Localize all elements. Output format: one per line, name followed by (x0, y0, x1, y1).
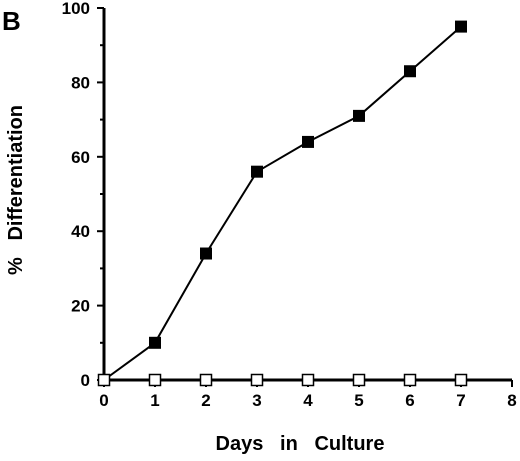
y-tick-label: 100 (62, 0, 90, 18)
open-square-point (148, 373, 162, 387)
series (97, 20, 468, 387)
x-tick-label: 7 (456, 391, 465, 410)
filled-square-point (200, 247, 212, 260)
x-tick-label: 2 (201, 391, 210, 410)
x-tick-label: 3 (252, 391, 261, 410)
open-square-point (250, 373, 264, 387)
open-square-point (199, 373, 213, 387)
y-tick-label: 0 (81, 371, 90, 390)
x-tick-label: 8 (507, 391, 516, 410)
tick-labels: 0 20 40 60 80 100 0 1 2 3 4 5 6 7 8 (62, 0, 517, 410)
ticks (97, 7, 513, 387)
x-tick-label: 4 (303, 391, 313, 410)
x-tick-label: 0 (99, 391, 108, 410)
series-line (103, 25, 462, 381)
filled-square-point (302, 135, 314, 148)
x-tick-label: 1 (150, 391, 159, 410)
x-axis-label: Days in Culture (216, 433, 385, 455)
open-square-point (301, 373, 315, 387)
filled-square-point (455, 20, 467, 33)
series-1 (97, 373, 468, 387)
panel-label: B (2, 6, 21, 36)
y-tick-label: 80 (71, 73, 90, 92)
open-square-point (403, 373, 417, 387)
series-0 (98, 20, 467, 386)
x-tick-label: 6 (405, 391, 414, 410)
filled-square-point (149, 336, 161, 349)
open-square-point (454, 373, 468, 387)
filled-square-point (251, 165, 263, 178)
filled-square-point (353, 109, 365, 122)
open-square-point (352, 373, 366, 387)
y-tick-label: 60 (71, 148, 90, 167)
open-square-point (97, 373, 111, 387)
x-tick-label: 5 (354, 391, 363, 410)
y-tick-label: 40 (71, 222, 90, 241)
y-axis-label: % Differentiation (5, 105, 27, 275)
y-tick-label: 20 (71, 297, 90, 316)
filled-square-point (404, 65, 416, 78)
